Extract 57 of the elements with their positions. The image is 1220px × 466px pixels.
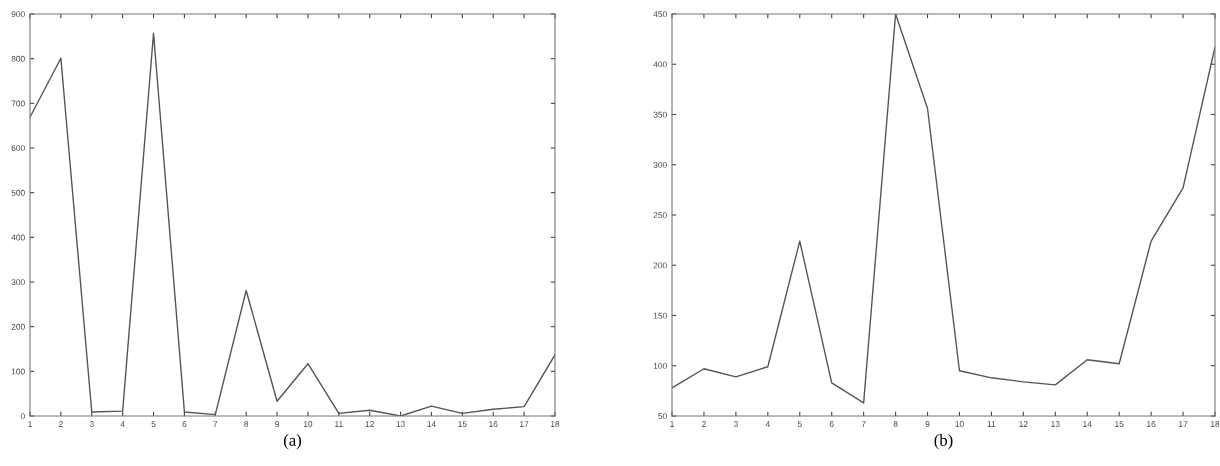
y-tick-label: 0: [20, 413, 25, 420]
y-tick-label: 150: [653, 312, 667, 319]
text: (b): [934, 434, 953, 450]
y-tick-label: 400: [653, 61, 667, 68]
y-tick-label: 600: [11, 145, 25, 152]
x-tick-label: 14: [1083, 421, 1092, 427]
x-tick-label: 1: [28, 421, 32, 427]
x-tick-label: 10: [955, 421, 964, 427]
y-tick-label: 200: [11, 323, 25, 330]
x-tick-label: 15: [1115, 421, 1124, 427]
x-tick-label: 18: [1211, 421, 1220, 427]
x-tick-label: 5: [151, 421, 156, 427]
x-tick-label: 13: [396, 421, 405, 427]
y-tick-label: 200: [653, 262, 667, 269]
x-tick-label: 11: [987, 421, 996, 427]
x-tick-label: 3: [89, 421, 94, 427]
x-tick-label: 15: [458, 421, 467, 427]
x-tick-label: 18: [551, 421, 560, 427]
y-tick-label: 700: [11, 100, 25, 107]
x-tick-label: 12: [365, 421, 374, 427]
text: (a): [283, 434, 302, 450]
y-tick-label: 50: [658, 413, 667, 420]
x-tick-label: 8: [244, 421, 249, 427]
x-tick-label: 2: [702, 421, 706, 427]
x-tick-label: 8: [893, 421, 898, 427]
x-tick-label: 16: [489, 421, 498, 427]
y-tick-label: 300: [653, 161, 667, 168]
x-tick-label: 2: [58, 421, 63, 427]
y-tick-label: 400: [11, 234, 25, 241]
x-tick-label: 1: [670, 421, 674, 427]
x-tick-label: 17: [520, 421, 529, 427]
x-tick-label: 9: [275, 421, 279, 427]
y-tick-label: 250: [653, 212, 667, 219]
y-tick-label: 800: [11, 55, 25, 62]
x-tick-label: 4: [765, 421, 770, 427]
x-tick-label: 10: [303, 421, 313, 427]
y-tick-label: 100: [653, 362, 667, 369]
x-tick-label: 4: [120, 421, 125, 427]
x-tick-label: 12: [1019, 421, 1028, 427]
y-tick-label: 900: [11, 11, 25, 18]
y-tick-label: 300: [11, 279, 25, 286]
y-tick-label: 100: [11, 368, 25, 375]
y-tick-label: 450: [653, 11, 667, 18]
x-tick-label: 3: [733, 421, 738, 427]
x-tick-label: 7: [213, 421, 218, 427]
x-tick-label: 9: [925, 421, 930, 427]
x-tick-label: 5: [797, 421, 802, 427]
x-tick-label: 6: [182, 421, 187, 427]
x-tick-label: 7: [861, 421, 866, 427]
x-tick-label: 14: [427, 421, 436, 427]
x-tick-label: 13: [1051, 421, 1060, 427]
x-tick-label: 11: [335, 421, 343, 427]
y-tick-label: 350: [653, 111, 667, 118]
x-tick-label: 6: [829, 421, 834, 427]
x-tick-label: 16: [1147, 421, 1156, 427]
y-tick-label: 500: [11, 189, 25, 196]
x-tick-label: 17: [1179, 421, 1188, 427]
